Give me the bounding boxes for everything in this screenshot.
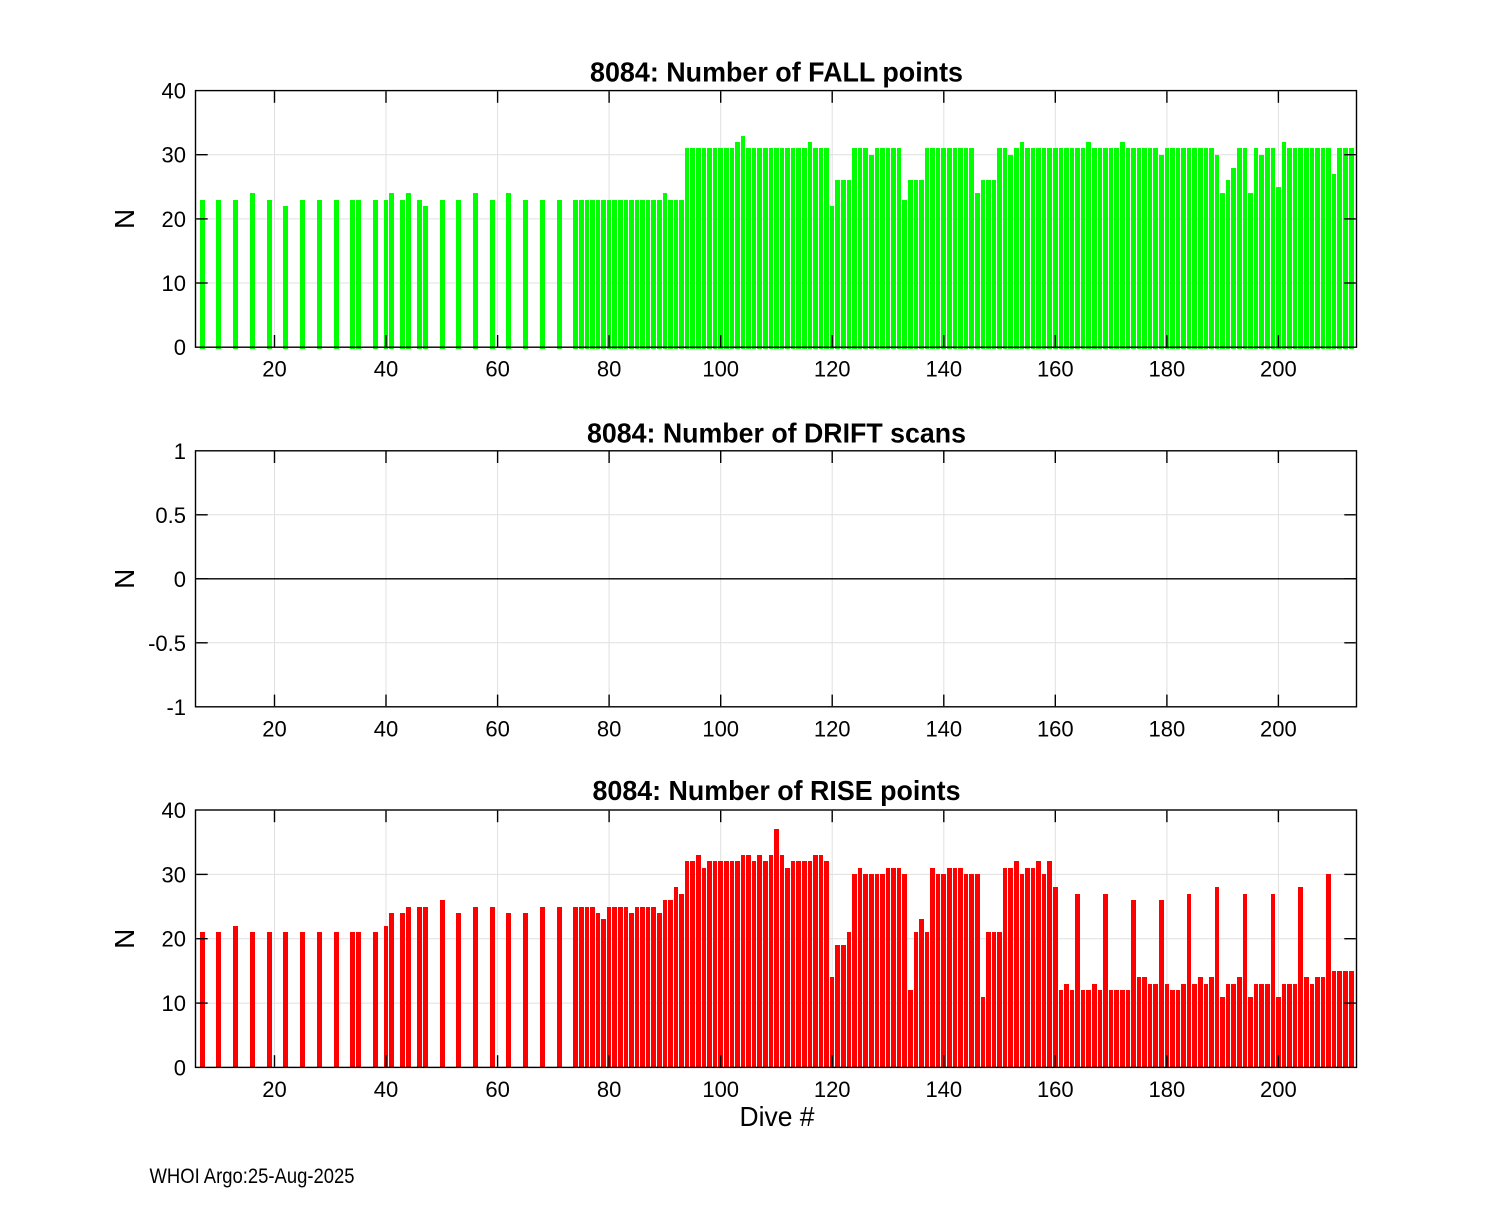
- svg-text:40: 40: [162, 79, 186, 104]
- svg-text:200: 200: [1260, 716, 1297, 741]
- svg-text:160: 160: [1037, 357, 1074, 382]
- svg-text:WHOI Argo:25-Aug-2025: WHOI Argo:25-Aug-2025: [150, 1165, 355, 1188]
- svg-text:180: 180: [1149, 1077, 1186, 1102]
- svg-text:30: 30: [162, 862, 186, 887]
- svg-text:8084: Number of DRIFT scans: 8084: Number of DRIFT scans: [587, 418, 966, 449]
- svg-text:N: N: [109, 209, 140, 229]
- svg-text:120: 120: [814, 357, 851, 382]
- svg-text:20: 20: [162, 207, 186, 232]
- svg-text:120: 120: [814, 716, 851, 741]
- svg-text:-0.5: -0.5: [148, 631, 186, 656]
- svg-text:60: 60: [485, 357, 509, 382]
- svg-text:30: 30: [162, 143, 186, 168]
- svg-text:200: 200: [1260, 1077, 1297, 1102]
- svg-text:80: 80: [597, 716, 621, 741]
- svg-text:100: 100: [702, 357, 739, 382]
- svg-text:100: 100: [702, 716, 739, 741]
- svg-text:40: 40: [374, 357, 398, 382]
- svg-text:200: 200: [1260, 357, 1297, 382]
- svg-text:20: 20: [162, 927, 186, 952]
- svg-text:-1: -1: [166, 695, 186, 720]
- svg-text:60: 60: [485, 716, 509, 741]
- svg-text:10: 10: [162, 271, 186, 296]
- svg-text:140: 140: [925, 357, 962, 382]
- svg-text:0.5: 0.5: [155, 503, 186, 528]
- svg-text:160: 160: [1037, 1077, 1074, 1102]
- svg-text:0: 0: [174, 1055, 186, 1080]
- svg-text:40: 40: [374, 716, 398, 741]
- svg-text:10: 10: [162, 991, 186, 1016]
- svg-text:40: 40: [374, 1077, 398, 1102]
- svg-text:8084: Number of RISE points: 8084: Number of RISE points: [593, 775, 961, 806]
- svg-text:60: 60: [485, 1077, 509, 1102]
- svg-text:20: 20: [262, 357, 286, 382]
- svg-text:160: 160: [1037, 716, 1074, 741]
- svg-text:0: 0: [174, 335, 186, 360]
- svg-text:80: 80: [597, 357, 621, 382]
- svg-text:140: 140: [925, 1077, 962, 1102]
- svg-text:40: 40: [162, 798, 186, 823]
- svg-text:180: 180: [1149, 357, 1186, 382]
- svg-text:0: 0: [174, 567, 186, 592]
- svg-text:120: 120: [814, 1077, 851, 1102]
- svg-text:100: 100: [702, 1077, 739, 1102]
- svg-text:Dive #: Dive #: [740, 1101, 815, 1132]
- svg-text:N: N: [109, 569, 140, 589]
- svg-text:140: 140: [925, 716, 962, 741]
- svg-text:20: 20: [262, 716, 286, 741]
- svg-text:80: 80: [597, 1077, 621, 1102]
- svg-text:180: 180: [1149, 716, 1186, 741]
- svg-text:20: 20: [262, 1077, 286, 1102]
- svg-text:1: 1: [174, 439, 186, 464]
- svg-text:N: N: [109, 929, 140, 949]
- svg-text:8084: Number of FALL points: 8084: Number of FALL points: [590, 56, 963, 87]
